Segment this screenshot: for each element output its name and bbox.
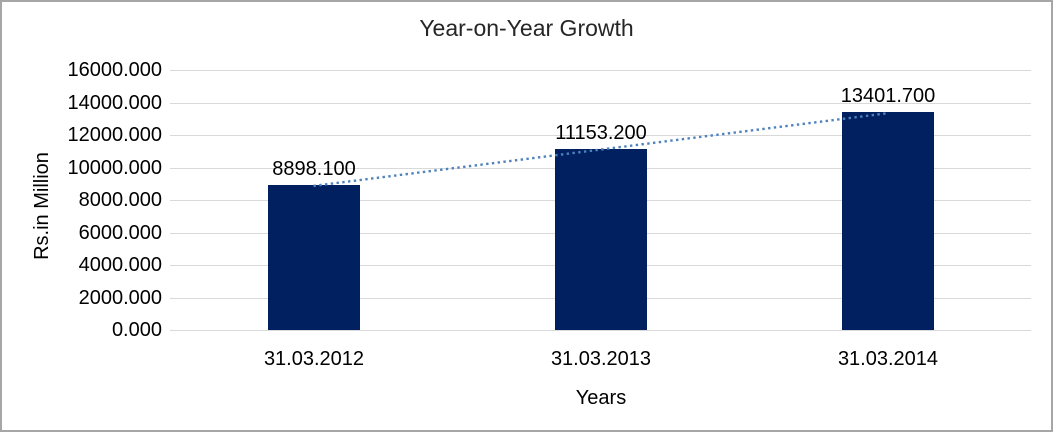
y-axis-tick-label: 4000.000 [78, 254, 162, 276]
bar-data-label: 8898.100 [272, 158, 356, 180]
y-axis-tick-label: 14000.000 [67, 92, 162, 114]
y-axis-tick-label: 0.000 [111, 319, 162, 341]
gridline [170, 135, 1031, 136]
y-axis-tick-label: 2000.000 [78, 287, 162, 309]
bar [268, 185, 360, 330]
trendline [313, 112, 888, 188]
y-axis-tick-label: 12000.000 [67, 124, 162, 146]
bar-data-label: 11153.200 [555, 122, 647, 144]
x-axis-category-label: 31.03.2012 [263, 348, 365, 370]
y-axis-tick-label: 10000.000 [67, 157, 162, 179]
x-axis-title: Years [575, 387, 627, 409]
gridline [170, 70, 1031, 71]
x-axis-category-label: 31.03.2014 [837, 348, 939, 370]
x-axis-category-label: 31.03.2013 [550, 348, 652, 370]
bar [555, 149, 647, 330]
chart-title: Year-on-Year Growth [419, 15, 634, 41]
bar [842, 112, 934, 330]
y-axis-tick-label: 6000.000 [78, 222, 162, 244]
x-axis-line [170, 330, 1031, 331]
y-axis-tick-label: 16000.000 [67, 59, 162, 81]
gridline [170, 103, 1031, 104]
bar-data-label: 13401.700 [840, 85, 936, 107]
y-axis-tick-label: 8000.000 [78, 189, 162, 211]
